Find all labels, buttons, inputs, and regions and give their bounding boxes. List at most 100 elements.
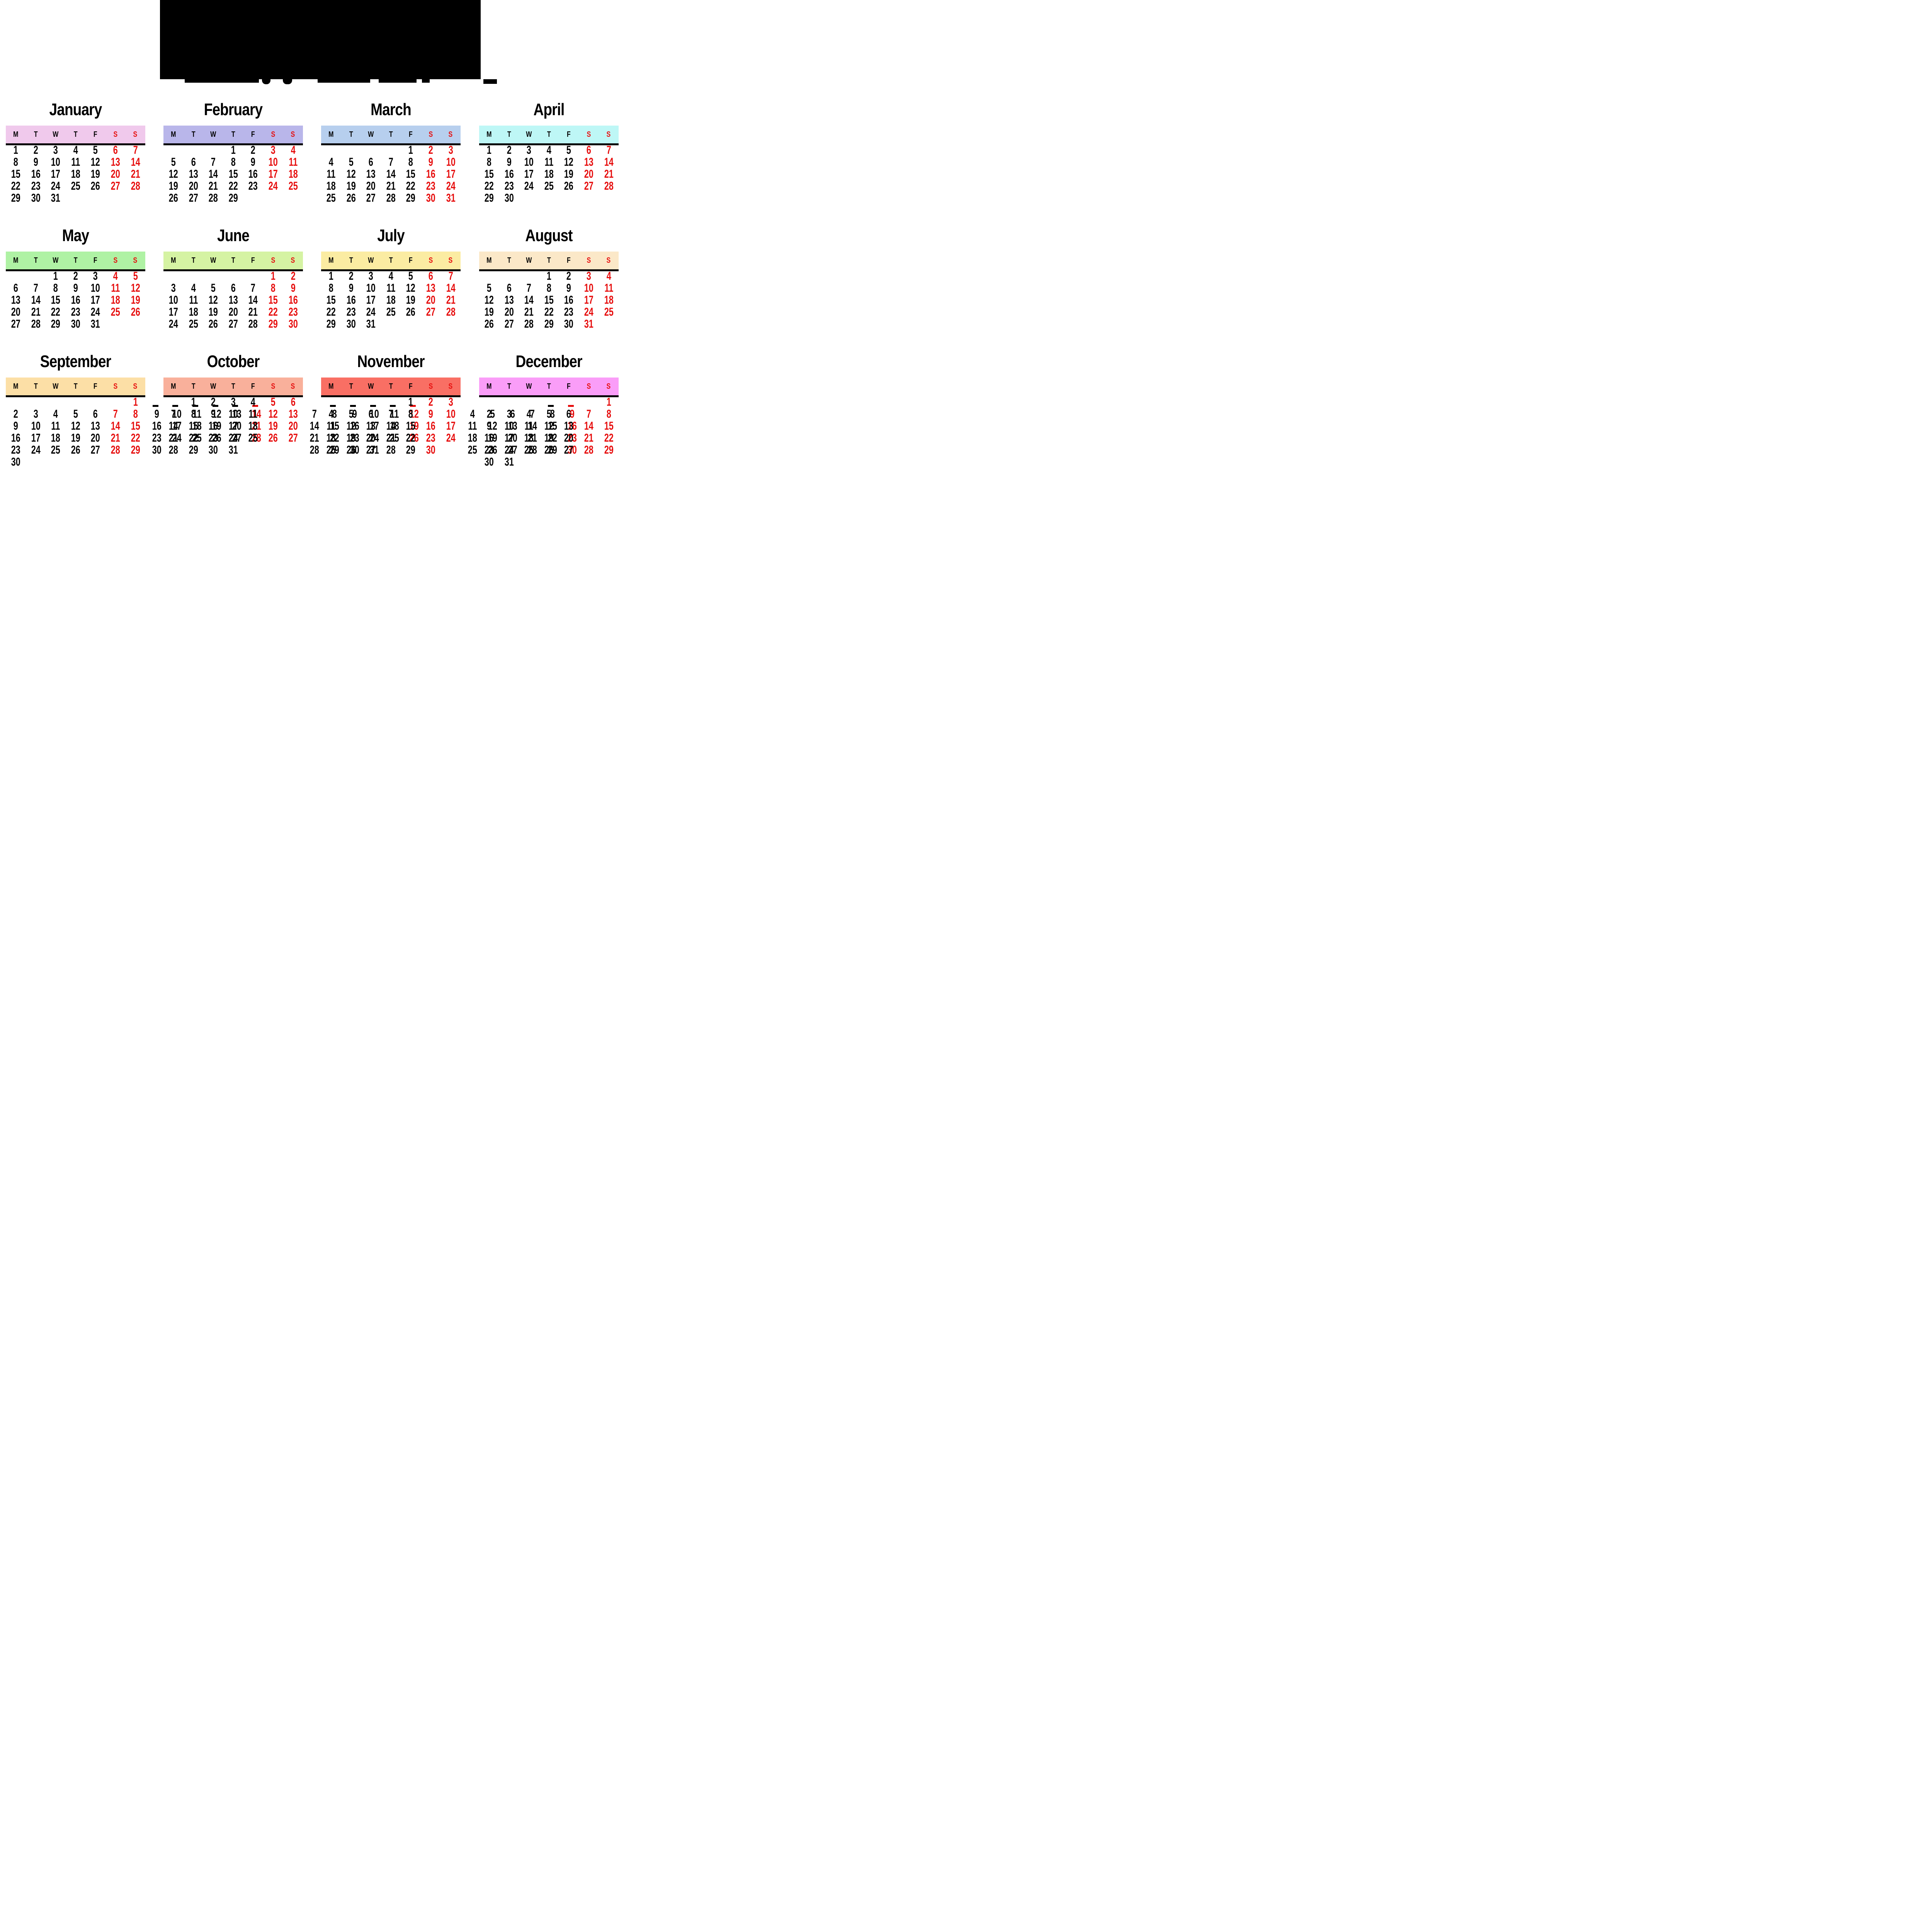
date-cell: 29 — [131, 444, 140, 456]
ghost-date: 12 — [212, 408, 221, 420]
date-cell: 5 — [93, 144, 98, 156]
weekday-letter: W — [210, 130, 216, 139]
date-cell: 26 — [168, 192, 178, 204]
ghost-date: 13 — [508, 420, 517, 432]
date-cell: 24 — [168, 318, 178, 330]
ghost-date: 23 — [568, 432, 577, 444]
weekday-letter: F — [251, 130, 255, 139]
date-cell: 15 — [51, 294, 60, 306]
date-cell: 3 — [448, 396, 453, 408]
date-cell: 26 — [346, 444, 356, 456]
date-cell: 30 — [11, 456, 20, 468]
dates-grid: 1 2 3 4 5 6 7 8 9 10 11 12 13 14 15 16 17 18 19 20 21 22 23 24 2… — [6, 270, 145, 344]
weekday-letter: F — [567, 382, 571, 391]
date-cell: 17 — [504, 432, 514, 444]
weekday-letter: T — [547, 256, 551, 265]
date-cell: 12 — [268, 408, 278, 420]
date-cell: 14 — [386, 168, 396, 180]
date-cell: 7 — [33, 282, 38, 294]
date-cell: 28 — [386, 192, 396, 204]
weekday-letter: W — [526, 130, 532, 139]
dates-grid: 1 2 3 4 5 6 7 8 9 10 11 12 13 14 15 16 17 18 19 20 21 22 23 24 2… — [321, 270, 461, 344]
date-cell: 4 — [526, 408, 531, 420]
date-cell: 8 — [133, 408, 138, 420]
date-cell: 31 — [366, 318, 376, 330]
date-cell: 8 — [606, 408, 611, 420]
date-cell: 22 — [11, 180, 20, 192]
date-cell: 16 — [426, 420, 435, 432]
date-cell: 28 — [386, 444, 396, 456]
ghost-foot-mark — [330, 405, 336, 407]
date-cell: 21 — [524, 306, 534, 318]
ghost-date: 11 — [390, 408, 399, 420]
weekday-letter: S — [606, 382, 611, 391]
weekday-letter: W — [526, 382, 532, 391]
date-cell: 14 — [446, 282, 456, 294]
date-cell: 16 — [426, 168, 435, 180]
date-cell: 22 — [326, 306, 336, 318]
date-cell: 17 — [91, 294, 100, 306]
date-cell: 15 — [268, 294, 278, 306]
date-cell: 28 — [604, 180, 614, 192]
date-cell: 3 — [448, 144, 453, 156]
date-cell: 8 — [546, 282, 551, 294]
date-cell: 19 — [484, 306, 494, 318]
weekday-letter: S — [448, 130, 453, 139]
date-cell: 10 — [446, 408, 456, 420]
weekday-letter: S — [429, 130, 433, 139]
date-cell: 8 — [13, 156, 18, 168]
date-cell: 5 — [486, 282, 492, 294]
date-cell: 28 — [111, 444, 120, 456]
weekday-letter: T — [34, 382, 38, 391]
date-cell: 15 — [484, 168, 494, 180]
ghost-date: 5 — [490, 408, 495, 420]
date-cell: 9 — [428, 156, 433, 168]
ghost-date: 11 — [468, 420, 477, 432]
date-cell: 16 — [208, 420, 218, 432]
weekday-letter: F — [94, 130, 97, 139]
weekday-letter: T — [231, 256, 235, 265]
weekday-letter: M — [13, 130, 19, 139]
weekday-letter: W — [526, 256, 532, 265]
date-cell: 15 — [326, 294, 336, 306]
date-cell: 7 — [388, 408, 393, 420]
date-cell: 11 — [189, 294, 198, 306]
date-cell: 17 — [446, 420, 456, 432]
month-title: January — [49, 100, 102, 119]
date-cell: 29 — [51, 318, 60, 330]
date-cell: 6 — [93, 408, 98, 420]
date-cell: 25 — [51, 444, 60, 456]
date-cell: 18 — [604, 294, 614, 306]
date-cell: 26 — [544, 444, 554, 456]
date-cell: 12 — [484, 294, 494, 306]
date-cell: 2 — [33, 144, 38, 156]
date-cell: 13 — [111, 156, 120, 168]
date-cell: 9 — [13, 420, 18, 432]
date-cell: 2 — [566, 270, 571, 282]
ghost-date: 14 — [310, 420, 320, 432]
ghost-date: 17 — [172, 420, 182, 432]
date-cell: 25 — [111, 306, 120, 318]
date-cell: 3 — [53, 144, 58, 156]
date-cell: 8 — [408, 408, 413, 420]
weekday-letter: W — [368, 256, 374, 265]
ghost-date: 10 — [172, 408, 182, 420]
date-cell: 25 — [326, 444, 336, 456]
ghost-date: 21 — [527, 432, 537, 444]
ghost-date: 12 — [488, 420, 497, 432]
weekday-letter: F — [94, 256, 97, 265]
date-cell: 30 — [31, 192, 41, 204]
date-cell: 1 — [546, 270, 551, 282]
weekday-letter: S — [271, 130, 276, 139]
date-cell: 4 — [53, 408, 58, 420]
ghost-date: 27 — [508, 444, 517, 456]
date-cell: 11 — [327, 420, 336, 432]
date-cell: 30 — [208, 444, 218, 456]
date-cell: 21 — [248, 306, 258, 318]
ghost-date: 8 — [550, 408, 555, 420]
header-underline — [321, 143, 461, 145]
date-cell: 18 — [544, 168, 554, 180]
date-cell: 3 — [507, 408, 512, 420]
date-cell: 4 — [606, 270, 611, 282]
